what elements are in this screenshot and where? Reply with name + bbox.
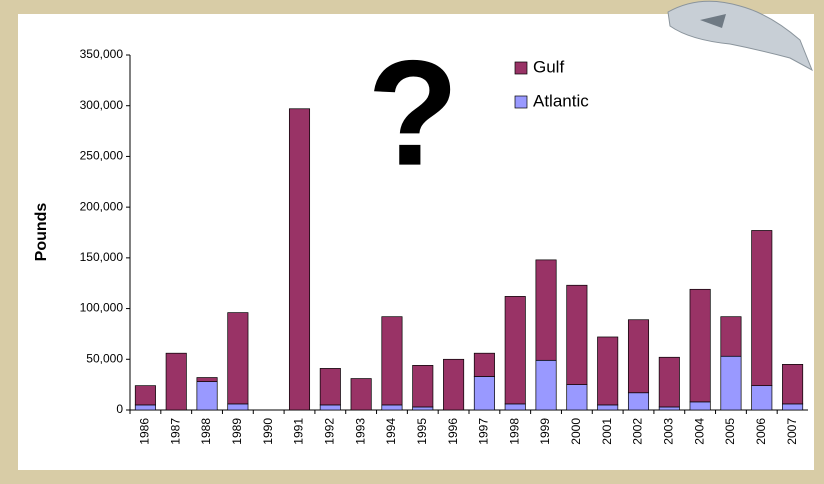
- bar-segment: [381, 316, 403, 406]
- x-tick-label: 2004: [692, 418, 706, 445]
- x-tick-label: 2003: [661, 418, 675, 445]
- bar-segment: [288, 108, 311, 411]
- y-tick-label: 50,000: [86, 351, 123, 365]
- bar-segment: [227, 403, 249, 411]
- y-tick-label: 200,000: [80, 199, 124, 213]
- bar-segment: [566, 284, 588, 385]
- y-tick-label: 100,000: [80, 301, 124, 315]
- bar-segment: [720, 316, 742, 357]
- x-tick-label: 1999: [538, 418, 552, 445]
- legend-swatch: [514, 61, 528, 75]
- y-tick-label: 150,000: [80, 250, 124, 264]
- y-tick-label: 350,000: [80, 47, 124, 61]
- bar-segment: [597, 404, 619, 411]
- x-tick-label: 1992: [322, 418, 336, 445]
- x-tick-label: 2005: [723, 418, 737, 445]
- bar-segment: [689, 401, 711, 411]
- bar-segment: [720, 355, 742, 411]
- bar-segment: [196, 377, 218, 382]
- legend-label: Gulf: [533, 57, 564, 76]
- y-tick-label: 0: [116, 402, 123, 416]
- x-tick-label: 1998: [507, 418, 521, 445]
- bar-segment: [658, 356, 680, 408]
- bar-segment: [535, 259, 557, 361]
- bar-segment: [443, 358, 465, 411]
- bar-segment: [782, 403, 804, 411]
- bar-segment: [782, 364, 804, 405]
- bar-segment: [381, 404, 403, 411]
- x-tick-label: 1991: [292, 418, 306, 445]
- bar-segment: [566, 384, 588, 411]
- legend-swatch: [514, 95, 528, 109]
- x-tick-label: 1993: [353, 418, 367, 445]
- bar-segment: [412, 365, 434, 408]
- bar-segment: [165, 352, 187, 411]
- bar-segment: [319, 368, 341, 406]
- bar-segment: [227, 312, 249, 405]
- x-tick-label: 1987: [168, 418, 182, 445]
- x-tick-label: 1996: [446, 418, 460, 445]
- y-tick-label: 250,000: [80, 149, 124, 163]
- bar-segment: [473, 376, 495, 411]
- x-tick-label: 2000: [569, 418, 583, 445]
- bar-segment: [689, 288, 711, 403]
- bar-segment: [196, 381, 218, 411]
- legend-label: Atlantic: [533, 91, 589, 110]
- x-tick-label: 2006: [754, 418, 768, 445]
- annotation: ?: [367, 29, 459, 197]
- bar-segment: [134, 404, 156, 411]
- x-tick-label: 1986: [138, 418, 152, 445]
- x-tick-label: 2002: [631, 418, 645, 445]
- bar-segment: [350, 378, 372, 411]
- bar-segment: [627, 319, 650, 394]
- bar-segment: [134, 385, 156, 406]
- bar-segment: [658, 406, 680, 411]
- x-tick-label: 1995: [415, 418, 429, 445]
- y-tick-label: 300,000: [80, 98, 124, 112]
- y-axis-label: Pounds: [33, 203, 50, 262]
- bar-segment: [319, 404, 341, 411]
- x-tick-label: 1988: [199, 418, 213, 445]
- bar-segment: [751, 230, 773, 387]
- x-tick-label: 1994: [384, 418, 398, 445]
- bar-segment: [504, 296, 526, 405]
- fish-illustration: [667, 0, 813, 72]
- bar-segment: [597, 336, 619, 406]
- bar-segment: [412, 406, 434, 411]
- bar-segment: [627, 392, 650, 411]
- x-tick-label: 2001: [600, 418, 614, 445]
- bar-segment: [535, 359, 557, 411]
- x-tick-label: 1989: [230, 418, 244, 445]
- x-tick-label: 1990: [261, 418, 275, 445]
- x-tick-label: 1997: [477, 418, 491, 445]
- bar-segment: [504, 403, 526, 411]
- bar-segment: [751, 385, 773, 411]
- x-tick-label: 2007: [785, 418, 799, 445]
- bar-segment: [473, 352, 495, 377]
